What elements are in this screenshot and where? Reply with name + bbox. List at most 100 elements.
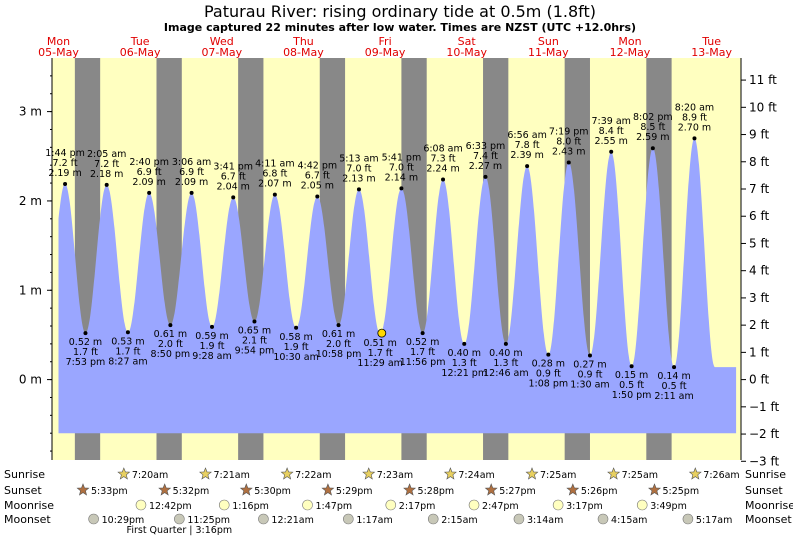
- high-tide-metres: 2.07 m: [258, 179, 291, 190]
- moon-icon: [682, 513, 694, 525]
- low-tide-feet: 0.9 ft: [536, 369, 561, 380]
- row-event-time: 7:26am: [703, 470, 739, 481]
- high-tide-point: [483, 174, 488, 179]
- high-tide-feet: 7.2 ft: [94, 159, 119, 170]
- high-tide-time: 7:19 pm: [549, 127, 589, 138]
- sun-icon: [280, 467, 294, 480]
- high-tide-metres: 2.14 m: [385, 172, 418, 183]
- low-tide-point: [294, 325, 299, 330]
- right-tick-label: 2 ft: [749, 318, 769, 332]
- low-tide-feet: 0.5 ft: [619, 380, 644, 391]
- tide-labels: 1:44 pm7.2 ft2.19 m0.52 m1.7 ft7:53 pm2:…: [45, 102, 714, 402]
- row-label-left: Sunrise: [4, 468, 45, 481]
- low-tide-time: 12:46 am: [483, 368, 528, 379]
- day-name-label: Tue: [130, 35, 150, 48]
- moon-icon: [513, 513, 525, 525]
- sun-icon: [199, 467, 212, 480]
- moon-icon: [597, 513, 609, 525]
- high-tide-metres: 2.27 m: [469, 161, 502, 172]
- row-label-right: Sunrise: [745, 468, 786, 481]
- right-tick-label: 8 ft: [749, 155, 769, 169]
- low-tide-time: 1:08 pm: [529, 379, 569, 390]
- sunset-icon: [76, 483, 90, 496]
- high-tide-point: [356, 187, 361, 192]
- day-name-label: Sat: [458, 35, 477, 48]
- high-tide-feet: 7.3 ft: [431, 153, 456, 164]
- low-tide-metres: 0.59 m: [195, 331, 228, 342]
- high-tide-metres: 2.09 m: [175, 177, 208, 188]
- tide-area: [58, 138, 737, 434]
- high-tide-feet: 7.0 ft: [346, 163, 371, 174]
- low-tide-point: [83, 331, 88, 336]
- row-event-time: 5:30pm: [254, 486, 291, 497]
- right-tick-label: 5 ft: [749, 236, 769, 250]
- row-event-time: 5:26pm: [581, 486, 618, 497]
- high-tide-feet: 8.9 ft: [682, 112, 707, 123]
- moon-icon: [302, 499, 313, 511]
- day-date-label: 13-May: [691, 46, 732, 59]
- low-tide-metres: 0.40 m: [448, 348, 481, 359]
- day-date-label: 10-May: [446, 46, 487, 59]
- row-label-left: Moonrise: [4, 499, 54, 512]
- day-name-label: Tue: [701, 35, 721, 48]
- low-tide-metres: 0.61 m: [322, 329, 355, 340]
- low-tide-feet: 2.1 ft: [242, 336, 267, 347]
- axes: 0 m 1 m 2 m 3 m −3 ft −2 ft −1 ft 0 ft 1 ft 2 ft 3…: [19, 58, 780, 468]
- low-tide-time: 11:29 am: [357, 358, 402, 369]
- moon-icon: [88, 513, 99, 525]
- high-tide-feet: 6.9 ft: [137, 167, 162, 178]
- low-tide-time: 8:27 am: [108, 356, 147, 367]
- high-tide-point: [399, 186, 404, 191]
- high-tide-metres: 2.59 m: [636, 132, 669, 143]
- right-tick-label: −3 ft: [749, 454, 780, 468]
- high-tide-time: 2:05 am: [87, 149, 126, 160]
- day-date-label: 12-May: [610, 46, 651, 59]
- high-tide-feet: 6.7 ft: [221, 171, 246, 182]
- low-tide-time: 2:11 am: [654, 391, 693, 402]
- day-name-label: Thu: [292, 35, 314, 48]
- high-tide-metres: 2.19 m: [48, 168, 81, 179]
- row-event-time: 2:47pm: [482, 501, 519, 512]
- sunset-icon: [158, 483, 172, 496]
- right-tick-label: 7 ft: [749, 182, 769, 196]
- row-event-time: 1:47pm: [316, 501, 353, 512]
- low-tide-metres: 0.65 m: [238, 326, 271, 337]
- row-event-time: 2:15am: [441, 515, 477, 526]
- left-tick-label: 3 m: [19, 105, 42, 119]
- low-tide-metres: 0.28 m: [532, 359, 565, 370]
- day-name-label: Wed: [210, 35, 234, 48]
- sun-icon: [607, 467, 621, 480]
- moon-icon: [385, 499, 397, 511]
- right-tick-label: 3 ft: [749, 291, 769, 305]
- high-tide-feet: 7.8 ft: [515, 140, 540, 151]
- right-tick-label: 11 ft: [749, 73, 777, 87]
- high-tide-time: 6:33 pm: [466, 141, 506, 152]
- low-tide-time: 12:21 pm: [441, 368, 487, 379]
- low-tide-point: [336, 323, 341, 328]
- low-tide-metres: 0.51 m: [363, 338, 396, 349]
- high-tide-time: 8:20 am: [675, 102, 714, 113]
- day-date-label: 07-May: [201, 46, 242, 59]
- right-tick-label: 9 ft: [749, 128, 769, 142]
- low-tide-metres: 0.52 m: [69, 337, 102, 348]
- day-name-label: Fri: [379, 35, 392, 48]
- row-event-time: 7:22am: [295, 470, 331, 481]
- day-labels: Mon05-MayTue06-MayWed07-MayThu08-MayFri0…: [38, 35, 732, 59]
- high-tide-point: [525, 164, 530, 169]
- high-tide-point: [566, 160, 571, 165]
- high-tide-metres: 2.09 m: [132, 177, 165, 188]
- row-event-time: 7:20am: [132, 470, 168, 481]
- moon-icon: [135, 499, 147, 511]
- high-tide-feet: 7.4 ft: [473, 151, 498, 162]
- high-tide-point: [692, 136, 697, 141]
- low-tide-feet: 0.9 ft: [577, 369, 602, 380]
- high-tide-feet: 8.0 ft: [556, 137, 581, 148]
- low-tide-metres: 0.58 m: [279, 332, 312, 343]
- high-tide-metres: 2.55 m: [594, 136, 627, 147]
- high-tide-feet: 8.5 ft: [640, 122, 665, 133]
- low-tide-time: 9:28 am: [192, 351, 231, 362]
- moon-icon: [468, 499, 480, 511]
- day-name-label: Sun: [538, 35, 559, 48]
- high-tide-point: [609, 149, 614, 154]
- low-tide-point: [420, 331, 425, 336]
